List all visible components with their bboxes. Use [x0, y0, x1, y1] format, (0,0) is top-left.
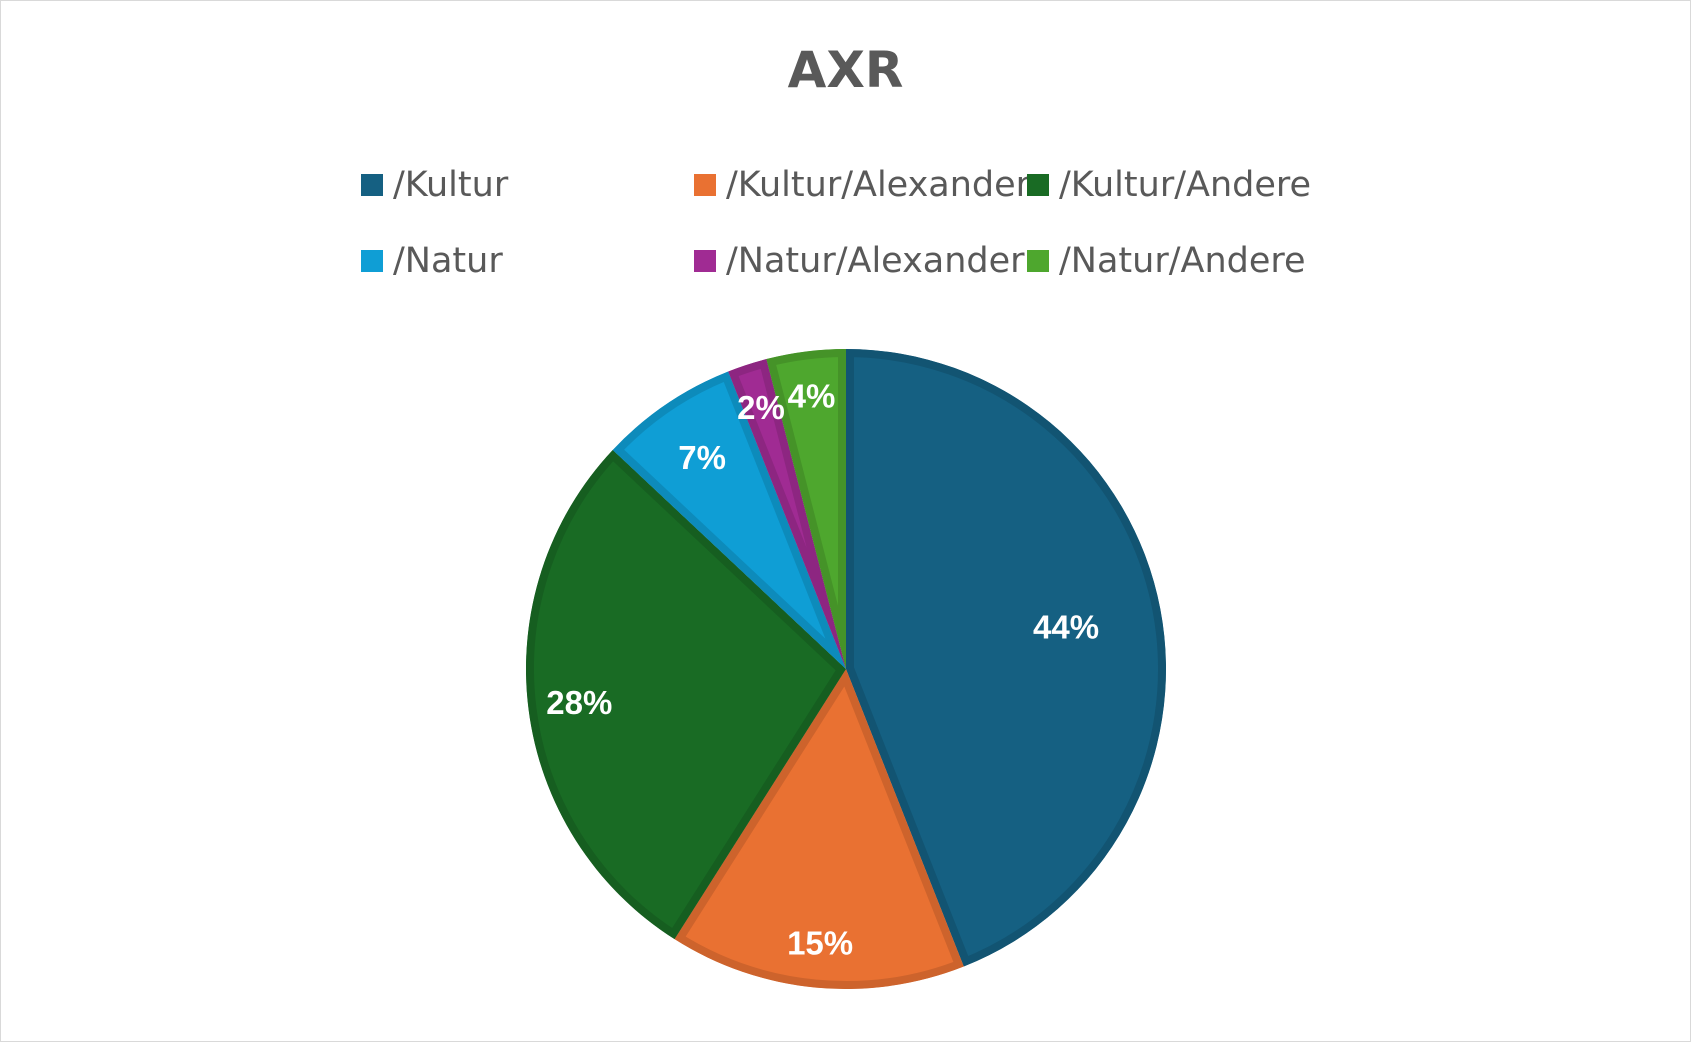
legend-item-natur: /Natur [361, 237, 694, 285]
slice-data-label: 2% [737, 389, 785, 426]
slice-data-label: 44% [1033, 609, 1099, 646]
legend-label: /Natur [393, 241, 503, 281]
legend-swatch [361, 250, 383, 272]
legend-swatch [694, 250, 716, 272]
legend-item-kultur-andere: /Kultur/Andere [1027, 161, 1311, 209]
legend-label: /Kultur [393, 165, 509, 205]
pie-slice [612, 371, 846, 669]
legend-swatch [1027, 250, 1049, 272]
legend-item-kultur-alexander: /Kultur/Alexander [694, 161, 1031, 209]
chart-title: AXR [787, 41, 904, 99]
slice-data-label: 28% [546, 684, 612, 721]
legend-label: /Kultur/Andere [1059, 165, 1312, 205]
slice-data-label: 15% [787, 924, 853, 961]
legend-swatch [1027, 174, 1049, 196]
legend-label: /Natur/Alexander [726, 241, 1025, 281]
legend-item-natur-alexander: /Natur/Alexander [694, 237, 1027, 285]
pie-slice [674, 669, 964, 990]
legend-item-natur-andere: /Natur/Andere [1027, 237, 1307, 285]
slice-data-label: 4% [788, 377, 836, 414]
legend-swatch [694, 174, 716, 196]
legend-label: /Kultur/Alexander [726, 165, 1031, 205]
legend-item-kultur: /Kultur [361, 161, 694, 209]
legend: /Kultur /Kultur/Alexander /Kultur/Andere… [361, 161, 1311, 313]
legend-label: /Natur/Andere [1059, 241, 1306, 281]
legend-swatch [361, 174, 383, 196]
slice-data-label: 7% [678, 439, 726, 476]
